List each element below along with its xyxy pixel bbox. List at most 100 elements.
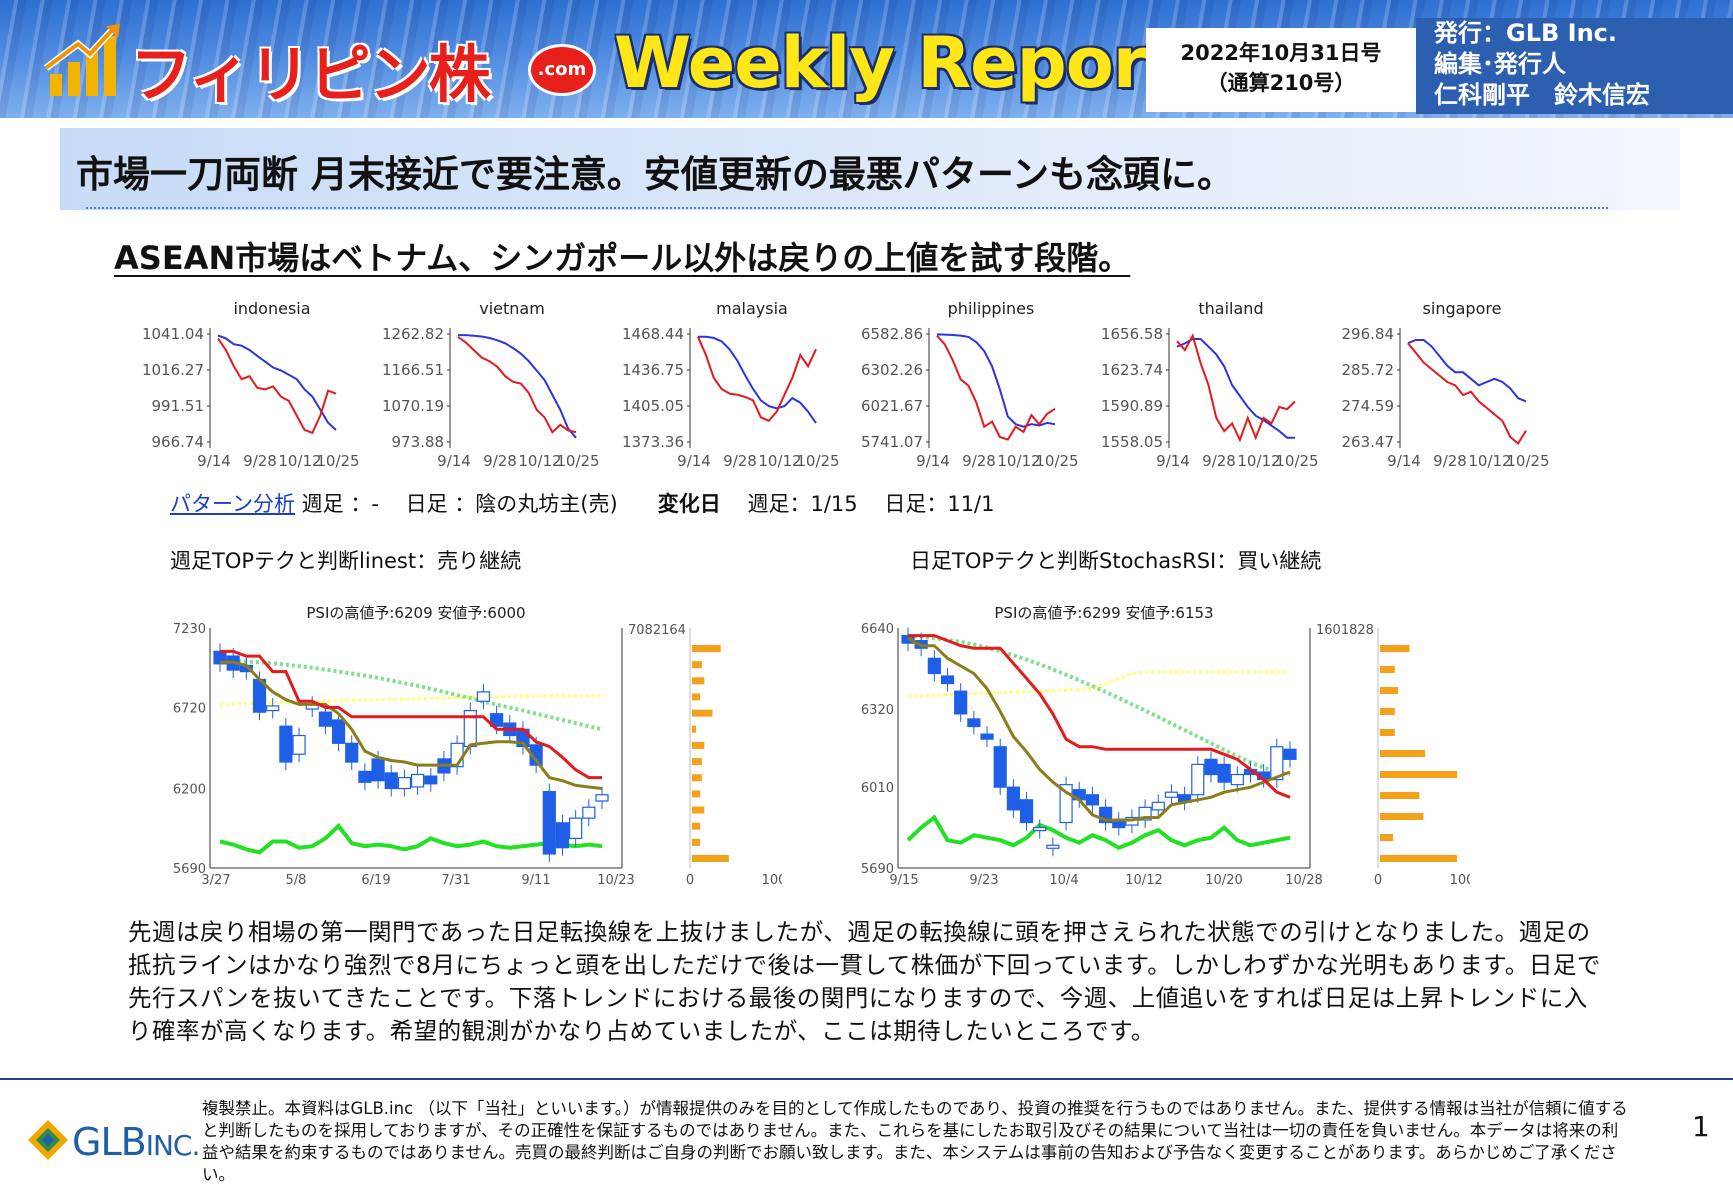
x-tick-label: 7/31 <box>441 873 470 888</box>
change-daily: 日足：11/1 <box>884 492 995 516</box>
volume-bar <box>692 741 705 749</box>
volume-bar <box>1380 645 1410 652</box>
weekly-pattern: ：- <box>350 492 379 516</box>
candle <box>331 719 346 744</box>
commentary-text: 先週は戻り相場の第一関門であった日足転換線を上抜けましたが、週足の転換線に頭を押… <box>128 918 1601 1045</box>
mini-chart-title: vietnam <box>479 299 545 318</box>
mini-x-tick: 10/25 <box>1506 452 1549 470</box>
mini-red-series <box>1407 342 1527 446</box>
company-suffix: INC. <box>145 1129 201 1162</box>
y-tick-label: 6200 <box>173 783 206 798</box>
mini-x-tick: 10/25 <box>1275 452 1318 470</box>
rising-chart-icon <box>44 24 120 96</box>
mini-x-tick: 9/28 <box>243 452 277 470</box>
volume-bar <box>1380 834 1394 841</box>
volume-bar <box>692 758 702 766</box>
mini-x-tick: 9/14 <box>916 452 950 470</box>
candle <box>371 758 385 782</box>
conversion-line <box>220 649 602 780</box>
issue-number: （通算210号） <box>1206 71 1356 95</box>
candle <box>595 794 609 802</box>
mini-blue-series <box>936 333 1056 428</box>
mini-x-tick: 10/25 <box>1035 452 1078 470</box>
mini-chart-indonesia: indonesia 1041.04 1016.27 991.51 966.749/14 9… <box>142 299 360 470</box>
candle <box>410 773 425 788</box>
mini-chart-thailand: thailand 1656.58 1623.74 1590.89 1558.059/14… <box>1101 299 1319 470</box>
candle <box>1191 763 1205 796</box>
mini-red-series <box>936 334 1056 441</box>
volume-bar <box>1380 771 1458 778</box>
site-logo-badge: .com <box>528 44 596 96</box>
volume-bar <box>692 693 701 701</box>
mini-x-tick: 9/28 <box>1433 452 1467 470</box>
lagging-span-line <box>219 822 603 855</box>
issue-date: 2022年10月31日号 <box>1180 41 1382 65</box>
pattern-analysis-link[interactable]: パターン分析 <box>170 492 295 516</box>
mini-y-tick: 1041.04 <box>142 325 204 343</box>
volume-bar <box>692 838 701 846</box>
volume-bar <box>692 661 702 669</box>
change-weekly: 週足：1/15 <box>747 492 858 516</box>
mini-x-tick: 10/12 <box>518 452 561 470</box>
mini-blue-series <box>217 334 337 431</box>
volume-max-label: 7082164 <box>628 623 686 638</box>
lagging-span-line <box>906 814 1291 851</box>
dotted-divider <box>86 207 1608 209</box>
volume-bar <box>1380 729 1395 736</box>
company-name: GLB <box>72 1120 147 1164</box>
weekly-tech-label: 週足TOPテクと判断linest：売り継続 <box>170 549 522 573</box>
volume-bar <box>1380 708 1395 715</box>
volume-bar <box>692 806 705 814</box>
glb-logo-icon <box>28 1120 68 1160</box>
x-tick-label: 9/23 <box>969 873 998 888</box>
mini-chart-vietnam: vietnam 1262.82 1166.51 1070.19 973.889/14 9/… <box>382 299 600 470</box>
editor-names: 仁科剛平 鈴木信宏 <box>1434 81 1650 109</box>
candle <box>292 734 306 755</box>
pattern-analysis-line: パターン分析 週足 ：- 日足 ：陰の丸坊主(売) 変化日 週足：1/15 日足… <box>170 488 995 518</box>
report-title: Weekly Report <box>614 22 1180 104</box>
candle <box>1164 791 1179 798</box>
volume-max-label: 1601828 <box>1316 623 1374 638</box>
mini-blue-series <box>698 335 817 424</box>
mini-y-tick: 5741.07 <box>861 433 923 451</box>
footer-divider <box>0 1078 1733 1080</box>
candle <box>490 713 504 727</box>
volume-bar <box>692 790 701 798</box>
y-tick-label: 6010 <box>861 781 894 796</box>
candle <box>424 775 438 785</box>
mini-chart-title: philippines <box>948 299 1035 318</box>
candle <box>318 711 332 727</box>
candle <box>384 772 398 790</box>
mini-x-tick: 9/14 <box>1156 452 1190 470</box>
volume-bar <box>692 822 701 830</box>
mini-x-tick: 9/28 <box>962 452 996 470</box>
mini-x-tick: 10/25 <box>796 452 839 470</box>
mini-x-tick: 9/14 <box>197 452 231 470</box>
candle <box>476 691 491 702</box>
mini-x-tick: 9/14 <box>1387 452 1421 470</box>
volume-tick-max: 100 <box>1450 873 1470 888</box>
candle <box>1151 801 1165 811</box>
mini-y-tick: 973.88 <box>392 433 445 451</box>
mini-y-tick: 6582.86 <box>861 325 923 343</box>
mini-y-tick: 1436.75 <box>622 361 684 379</box>
candle <box>555 822 570 849</box>
conversion-line <box>908 634 1291 799</box>
candle <box>1085 794 1100 806</box>
mini-red-series <box>217 337 337 435</box>
mini-y-tick: 1166.51 <box>382 361 444 379</box>
x-tick-label: 5/8 <box>286 873 307 888</box>
base-line <box>907 636 1291 822</box>
x-tick-label: 10/23 <box>597 873 634 888</box>
candle <box>358 770 372 783</box>
publisher-info: 発行：GLB Inc. 編集･発行人 仁科剛平 鈴木信宏 <box>1434 18 1650 111</box>
volume-bar <box>1380 666 1395 673</box>
candle <box>1283 748 1297 760</box>
editor-line: 編集･発行人 <box>1434 50 1566 78</box>
mini-y-tick: 1468.44 <box>622 325 684 343</box>
mini-y-tick: 966.74 <box>152 433 205 451</box>
span-a-line <box>907 633 1291 777</box>
volume-tick-max: 100 <box>762 873 782 888</box>
x-tick-label: 9/11 <box>521 873 550 888</box>
mini-chart-philippines: philippines6582.866302.266021.675741.079… <box>861 299 1079 470</box>
